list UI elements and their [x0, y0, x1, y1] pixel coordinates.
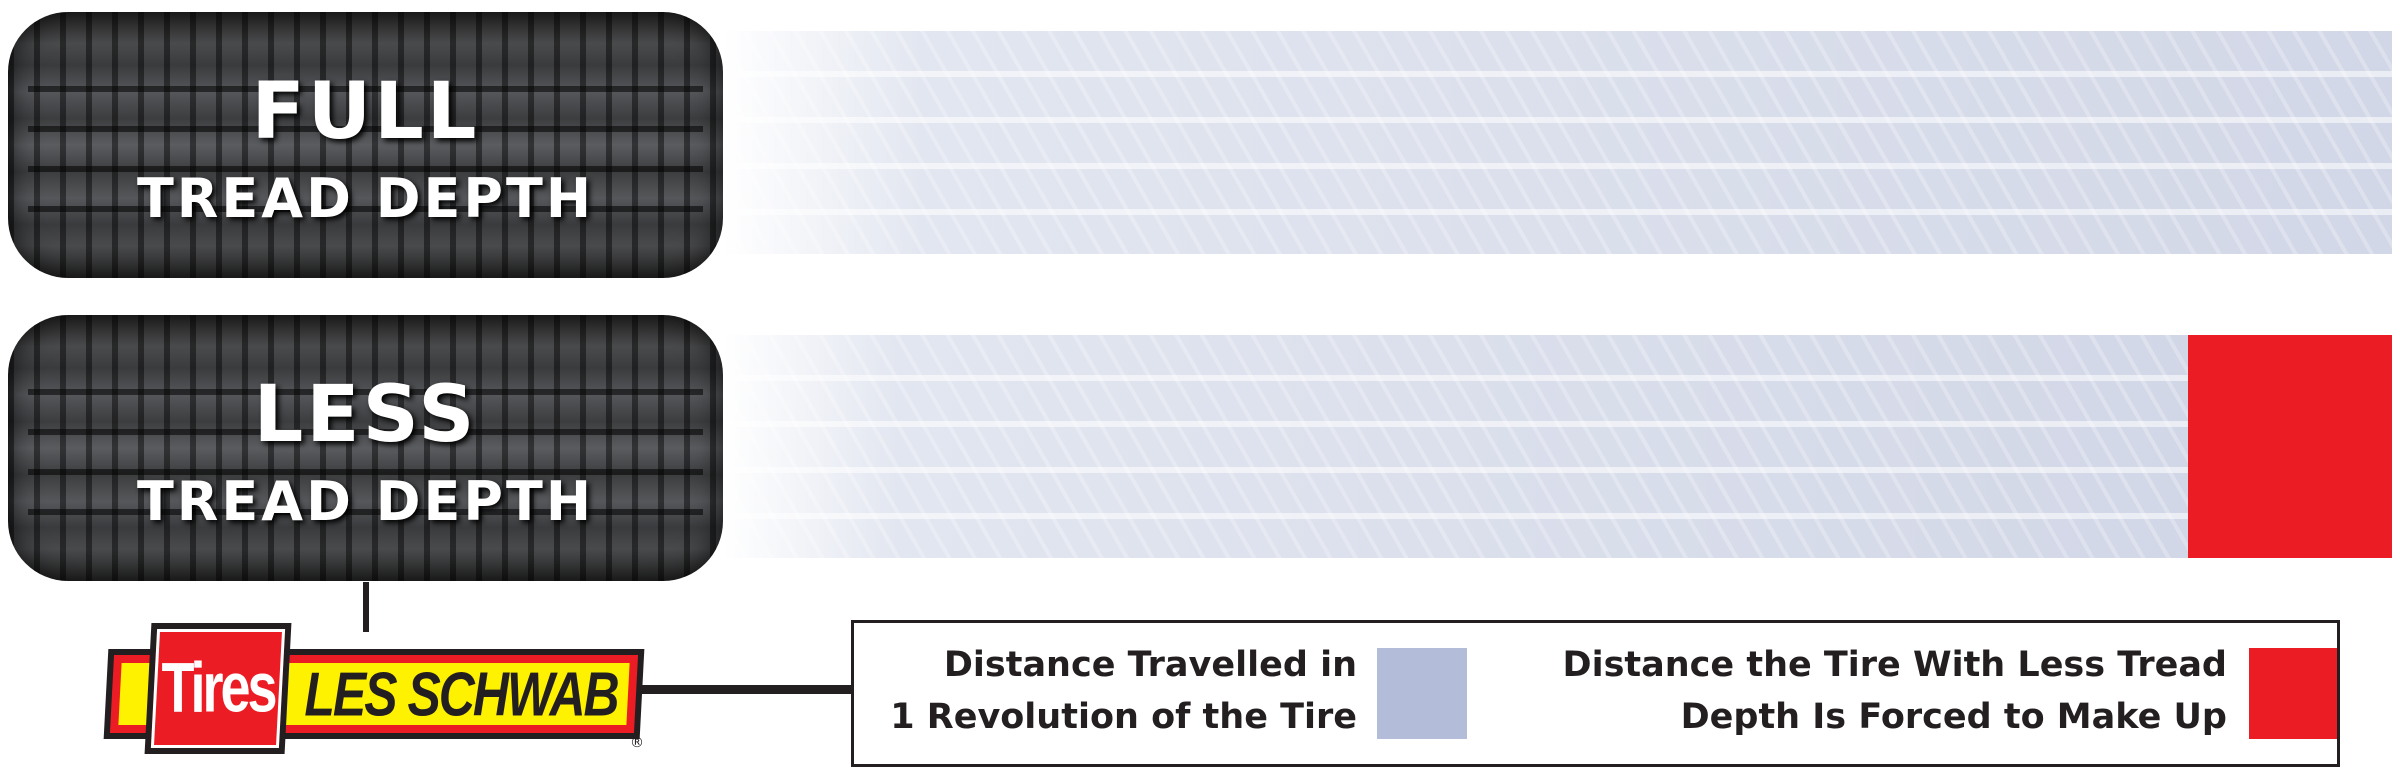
tire-title: LESS	[253, 370, 478, 460]
less-tread-distance-band	[723, 335, 2188, 558]
make-up-distance-block	[2188, 335, 2392, 558]
connector-horizontal	[640, 685, 854, 694]
les-schwab-logo: Tires LES SCHWAB ®	[100, 623, 646, 754]
legend-swatch-make-up	[2249, 648, 2337, 739]
logo-text-tires: Tires	[161, 649, 277, 727]
connector-vertical	[363, 582, 369, 632]
legend-item1-line1: Distance Travelled in	[943, 645, 1357, 685]
legend-item1-line2: 1 Revolution of the Tire	[890, 697, 1357, 737]
full-tread-tire: FULL TREAD DEPTH	[8, 12, 723, 278]
legend-item2-line1: Distance the Tire With Less Tread	[1562, 645, 2227, 685]
legend-swatch-distance	[1377, 648, 1467, 739]
legend-item2-line2: Depth Is Forced to Make Up	[1680, 697, 2227, 737]
tire-subtitle: TREAD DEPTH	[136, 470, 595, 533]
tire-tread-pattern	[28, 355, 703, 541]
tire-tread-pattern	[28, 52, 703, 238]
less-tread-tire: LESS TREAD DEPTH	[8, 315, 723, 581]
tire-title: FULL	[251, 67, 480, 157]
registered-mark: ®	[630, 735, 644, 751]
tire-subtitle: TREAD DEPTH	[136, 167, 595, 230]
full-tread-distance-band	[723, 31, 2392, 254]
logo-text-les-schwab: LES SCHWAB	[304, 659, 619, 729]
legend: Distance Travelled in 1 Revolution of th…	[851, 620, 2340, 767]
